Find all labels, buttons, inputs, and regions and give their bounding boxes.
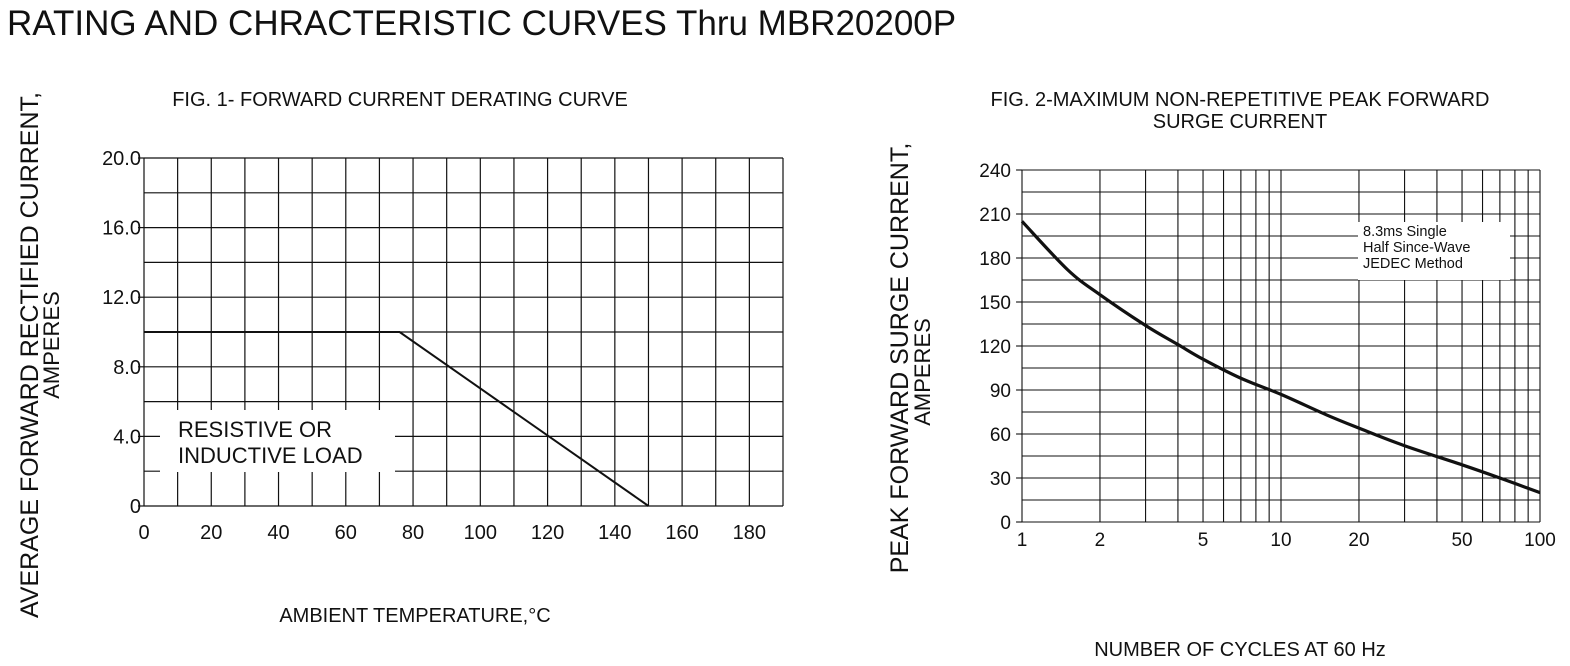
fig1-y-tick-labels: 0 4.0 8.0 12.0 16.0 20.0 bbox=[102, 148, 141, 518]
fig2-surge-curve bbox=[1020, 220, 1541, 495]
fig2-y-axis-label-line1: PEAK FORWARD SURGE CURRENT, bbox=[886, 143, 914, 574]
fig2-annotation-line2: Half Since-Wave bbox=[1363, 240, 1470, 256]
fig1-y-tick-label: 20.0 bbox=[102, 148, 141, 170]
page-title: RATING AND CHRACTERISTIC CURVES Thru MBR… bbox=[7, 4, 957, 43]
fig2-annotation-bg bbox=[1358, 222, 1510, 280]
fig1-title-text: FIG. 1- FORWARD CURRENT DERATING CURVE bbox=[172, 89, 628, 111]
fig1-y-axis-label-line2: AMPERES bbox=[39, 291, 64, 399]
fig1-x-tick-label: 140 bbox=[598, 522, 631, 544]
fig2-x-tick-label: 5 bbox=[1198, 530, 1209, 551]
fig2-title-line1: FIG. 2-MAXIMUM NON-REPETITIVE PEAK FORWA… bbox=[990, 89, 1490, 111]
fig1-x-tick-label: 0 bbox=[138, 522, 149, 544]
fig2-annotation-line3: JEDEC Method bbox=[1363, 256, 1463, 272]
fig1-derating-line bbox=[144, 331, 650, 507]
fig1-annotation-bg bbox=[160, 410, 395, 472]
fig1-x-axis-label: AMBIENT TEMPERATURE,°C bbox=[279, 605, 550, 627]
fig2-surge-chart: 0 30 60 90 120 150 180 210 240 1 2 5 10 20 50 100 8.3m… bbox=[886, 143, 1556, 661]
fig2-y-tick-label: 240 bbox=[979, 161, 1011, 182]
fig2-series bbox=[1020, 220, 1541, 495]
fig1-x-tick-label: 180 bbox=[733, 522, 766, 544]
fig2-x-axis-label: NUMBER OF CYCLES AT 60 Hz bbox=[1094, 639, 1386, 661]
fig1-series bbox=[144, 331, 650, 507]
fig1-x-tick-label: 80 bbox=[402, 522, 424, 544]
fig1-x-tick-label: 40 bbox=[267, 522, 289, 544]
fig2-y-tick-label: 60 bbox=[990, 425, 1011, 446]
fig1-title: FIG. 1- FORWARD CURRENT DERATING CURVE bbox=[100, 89, 700, 111]
fig2-x-tick-label: 10 bbox=[1270, 530, 1291, 551]
fig2-x-tick-label: 50 bbox=[1451, 530, 1472, 551]
fig2-y-tick-label: 210 bbox=[979, 205, 1011, 226]
fig2-x-tick-label: 1 bbox=[1017, 530, 1028, 551]
fig2-y-tick-label: 180 bbox=[979, 249, 1011, 270]
fig2-x-tick-label: 100 bbox=[1524, 530, 1556, 551]
fig1-annotation-line1: RESISTIVE OR bbox=[178, 417, 332, 442]
fig1-y-tick-label: 0 bbox=[130, 496, 141, 518]
fig1-x-tick-label: 100 bbox=[464, 522, 497, 544]
fig1-y-tick-label: 8.0 bbox=[113, 357, 141, 379]
fig1-y-tick-label: 16.0 bbox=[102, 218, 141, 240]
fig2-title: FIG. 2-MAXIMUM NON-REPETITIVE PEAK FORWA… bbox=[940, 89, 1540, 133]
fig2-y-axis-label-line2: AMPERES bbox=[910, 318, 935, 426]
fig2-y-tick-labels: 0 30 60 90 120 150 180 210 240 bbox=[979, 161, 1011, 534]
fig2-y-tick-label: 120 bbox=[979, 337, 1011, 358]
fig1-x-tick-label: 120 bbox=[531, 522, 564, 544]
fig1-y-axis-label-line1: AVERAGE FORWARD RECTIFIED CURRENT, bbox=[16, 92, 44, 618]
fig1-y-tick-label: 4.0 bbox=[113, 426, 141, 448]
fig1-x-tick-labels: 0 20 40 60 80 100 120 140 160 180 bbox=[138, 522, 766, 544]
fig1-x-tick-label: 20 bbox=[200, 522, 222, 544]
fig2-title-line2: SURGE CURRENT bbox=[1152, 111, 1328, 133]
fig2-x-tick-labels: 1 2 5 10 20 50 100 bbox=[1017, 530, 1556, 551]
fig2-annotation-line1: 8.3ms Single bbox=[1363, 224, 1447, 240]
fig1-annotation-line2: INDUCTIVE LOAD bbox=[178, 443, 363, 468]
fig2-y-tick-label: 30 bbox=[990, 469, 1011, 490]
fig1-y-tick-label: 12.0 bbox=[102, 287, 141, 309]
fig2-x-tick-label: 2 bbox=[1095, 530, 1106, 551]
fig2-y-tick-label: 150 bbox=[979, 293, 1011, 314]
fig1-x-tick-label: 60 bbox=[335, 522, 357, 544]
fig1-x-tick-label: 160 bbox=[665, 522, 698, 544]
fig2-x-tick-label: 20 bbox=[1348, 530, 1369, 551]
fig2-y-tick-label: 0 bbox=[1000, 513, 1011, 534]
fig1-derating-chart: 0 4.0 8.0 12.0 16.0 20.0 0 20 40 60 80 100 120 140 16… bbox=[16, 92, 784, 627]
fig2-y-tick-label: 90 bbox=[990, 381, 1011, 402]
fig2-grid bbox=[1016, 169, 1541, 523]
